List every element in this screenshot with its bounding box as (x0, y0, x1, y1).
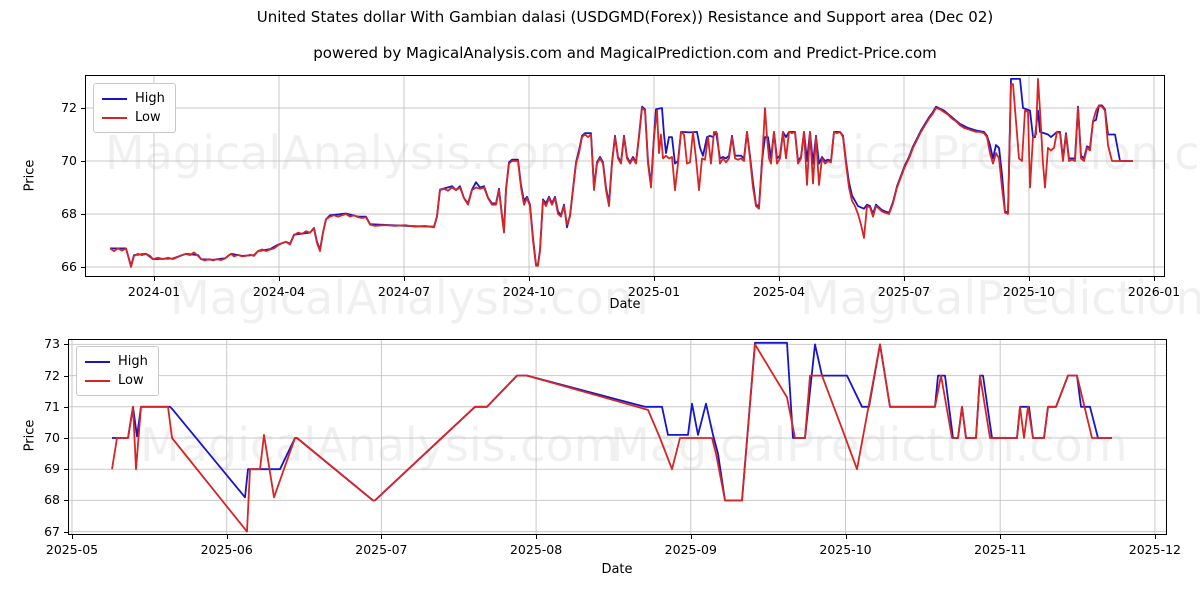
legend: High Low (76, 346, 159, 396)
x-tick-mark (1000, 535, 1002, 539)
x-tick-label: 2025-12 (1128, 542, 1181, 557)
x-tick-mark (404, 277, 405, 281)
watermark-text: MagicalPrediction.com (800, 271, 1200, 325)
x-tick-mark (654, 277, 655, 281)
y-tick-label: 73 (44, 336, 60, 352)
x-tick-label: 2026-01 (1127, 284, 1181, 299)
y-tick-mark (81, 161, 85, 162)
y-tick-label: 70 (61, 153, 77, 168)
x-tick-label: 2025-01 (627, 284, 681, 299)
x-tick-mark (845, 535, 847, 539)
y-tick-mark (64, 469, 68, 471)
x-tick-label: 2024-10 (502, 284, 556, 299)
x-tick-mark (690, 535, 692, 539)
x-tick-mark (1154, 535, 1156, 539)
x-tick-label: 2025-06 (200, 542, 253, 557)
y-tick-label: 70 (44, 430, 60, 445)
high-line-swatch (102, 97, 127, 100)
x-tick-mark (536, 535, 538, 539)
legend-label-low: Low (118, 373, 144, 388)
x-axis-label: Date (601, 562, 633, 577)
x-tick-label: 2025-10 (1002, 284, 1056, 299)
x-axis-label: Date (609, 297, 641, 312)
x-tick-mark (226, 535, 228, 539)
y-tick-label: 69 (44, 461, 60, 477)
y-tick-mark (64, 344, 68, 346)
figure-title: United States dollar With Gambian dalasi… (256, 8, 994, 26)
x-tick-mark (154, 277, 155, 281)
high-line (110, 78, 1133, 267)
y-tick-label: 71 (44, 398, 60, 414)
x-tick-label: 2025-04 (752, 284, 806, 299)
y-tick-mark (64, 531, 68, 533)
x-tick-mark (381, 535, 383, 539)
x-tick-mark (779, 277, 780, 281)
watermark-text: MagicalAnalysis.com (140, 418, 619, 472)
legend-label-high: High (135, 91, 165, 106)
watermark-text: MagicalPrediction.com (755, 126, 1200, 180)
y-tick-label: 72 (44, 367, 60, 383)
plot-area (85, 75, 1165, 277)
x-tick-label: 2024-01 (127, 284, 181, 299)
x-tick-mark (72, 535, 73, 539)
y-tick-mark (81, 214, 85, 215)
legend-entry-low: Low (85, 371, 148, 390)
y-tick-label: 72 (61, 100, 77, 115)
y-tick-mark (64, 438, 68, 439)
x-tick-label: 2024-04 (252, 284, 306, 299)
figure-subtitle: powered by MagicalAnalysis.com and Magic… (313, 44, 937, 62)
legend: High Low (93, 83, 176, 133)
y-tick-mark (64, 500, 68, 502)
y-tick-label: 67 (44, 523, 60, 539)
x-tick-label: 2025-10 (819, 542, 872, 557)
x-tick-label: 2025-09 (664, 542, 717, 557)
y-tick-label: 68 (61, 206, 77, 221)
x-tick-label: 2025-07 (877, 284, 931, 299)
low-line-swatch (85, 379, 110, 382)
x-tick-mark (904, 277, 905, 281)
high-line-swatch (85, 360, 110, 363)
low-line-swatch (102, 116, 127, 119)
x-tick-label: 2025-05 (45, 542, 99, 557)
low-line (109, 78, 1133, 268)
y-tick-label: 68 (44, 492, 60, 508)
legend-entry-low: Low (102, 108, 165, 127)
legend-entry-high: High (85, 352, 148, 371)
y-tick-mark (81, 108, 85, 109)
x-tick-label: 2025-08 (509, 542, 563, 557)
legend-entry-high: High (102, 89, 165, 108)
x-tick-mark (529, 277, 530, 281)
watermark-text: MagicalAnalysis.com (105, 126, 584, 180)
high-line (112, 341, 1112, 502)
y-tick-mark (64, 375, 68, 377)
watermark-text: MagicalAnalysis.com (170, 271, 649, 325)
y-tick-label: 66 (61, 259, 77, 274)
plot-area (68, 339, 1167, 535)
x-tick-mark (1029, 277, 1030, 281)
x-tick-label: 2024-07 (377, 284, 431, 299)
legend-label-low: Low (135, 110, 161, 125)
x-tick-mark (279, 277, 280, 281)
x-tick-mark (1154, 277, 1155, 281)
x-tick-label: 2025-11 (974, 542, 1027, 557)
y-tick-mark (64, 406, 68, 408)
legend-label-high: High (118, 354, 148, 369)
y-tick-mark (81, 267, 85, 268)
x-tick-label: 2025-07 (355, 542, 408, 557)
low-line (111, 343, 1112, 533)
